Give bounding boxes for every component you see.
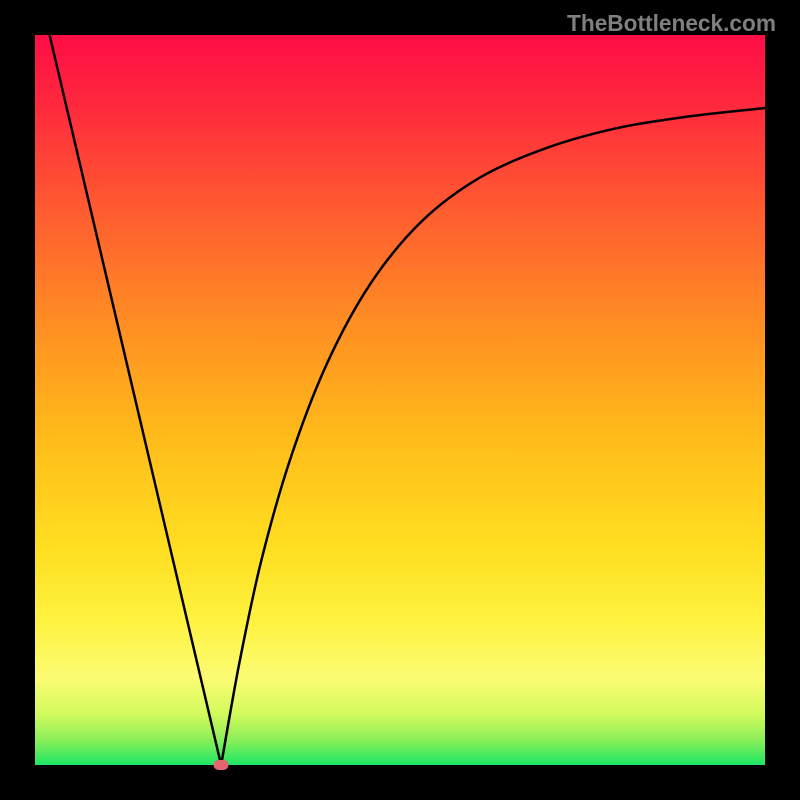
curve-left-branch [50,35,222,765]
curve-right-branch [221,108,765,765]
watermark-text: TheBottleneck.com [567,10,776,37]
curve-layer [0,0,800,800]
minimum-marker [214,760,229,770]
bottleneck-chart: TheBottleneck.com [0,0,800,800]
